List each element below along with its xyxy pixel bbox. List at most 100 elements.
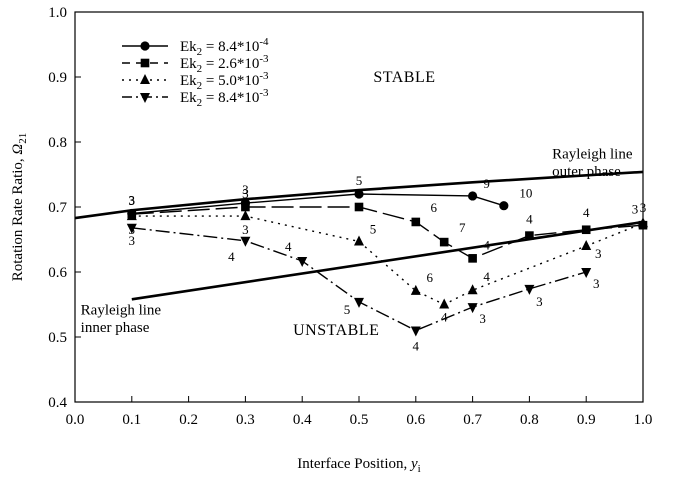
- series-1-label-6: 4: [526, 212, 533, 227]
- annotation-0: Rayleigh line: [552, 146, 633, 162]
- y-axis-title-text: Rotation Rate Ratio,: [10, 158, 26, 281]
- series-0-point-4: [499, 201, 509, 211]
- series-0-point-2: [354, 189, 364, 199]
- series-0-label-0: 3: [129, 193, 136, 208]
- series-2-label-3: 6: [427, 270, 434, 285]
- x-axis-symbol-sub: i: [418, 463, 421, 475]
- annotation-1: outer phase: [552, 164, 621, 180]
- y-tick-label-3: 0.7: [48, 200, 67, 216]
- series-1-label-1: 3: [242, 186, 249, 201]
- series-3-label-2: 4: [285, 239, 292, 254]
- series-line-3: [131, 227, 587, 332]
- series-0-label-1: 3: [242, 182, 249, 197]
- x-tick-label-9: 0.9: [577, 412, 596, 428]
- series-1-point-2: [354, 202, 364, 212]
- series-1-label-0: 3: [129, 193, 136, 208]
- series-2-point-3: [410, 284, 421, 295]
- series-3-point-4: [410, 326, 421, 337]
- series-3-label-0: 3: [129, 233, 136, 248]
- series-2-point-5: [467, 284, 478, 295]
- series-1-point-6: [525, 231, 534, 240]
- series-0-label-3: 9: [483, 176, 490, 191]
- y-axis-title: Rotation Rate Ratio, Ω21: [10, 133, 29, 282]
- legend-label-2: Ek2 = 5.0*10-3: [180, 70, 269, 92]
- x-tick-label-3: 0.3: [236, 412, 255, 428]
- series-3-label-7: 3: [593, 276, 600, 291]
- x-tick-label-10: 1.0: [634, 412, 653, 428]
- series-1-label-4: 7: [459, 220, 466, 235]
- annotations: Rayleigh line outer phase Rayleigh line inn…: [81, 146, 633, 336]
- series-3-label-1: 4: [228, 249, 235, 264]
- legend-label-0: Ek2 = 8.4*10-4: [180, 36, 269, 58]
- region-label-0: STABLE: [373, 69, 435, 86]
- legend-label-3: Ek2 = 8.4*10-3: [180, 87, 269, 109]
- series-1-point-7: [581, 225, 591, 235]
- series-3-point-0: [126, 223, 137, 234]
- x-axis-title-text: Interface Position,: [297, 456, 407, 472]
- y-axis-ticks: 0.4 0.5 0.6 0.7 0.8 0.9 1.0: [48, 5, 81, 411]
- x-tick-label-2: 0.2: [179, 412, 198, 428]
- series-2-label-7: 3: [632, 201, 639, 216]
- series-1-point-3: [411, 217, 421, 227]
- series-3-point-6: [524, 284, 535, 295]
- series-2-point-4: [439, 298, 450, 309]
- series-3-point-7: [581, 268, 592, 278]
- series-2-point-1: [240, 210, 251, 221]
- series-3-point-1: [240, 236, 251, 247]
- x-tick-label-0: 0.0: [66, 412, 85, 428]
- series-2-point-7: [638, 217, 648, 228]
- series-3-point-2: [297, 256, 308, 267]
- region-labels: STABLE UNSTABLE: [293, 69, 435, 339]
- y-tick-label-1: 0.5: [48, 330, 67, 346]
- x-tick-label-4: 0.4: [293, 412, 312, 428]
- series-3-label-3: 5: [344, 302, 351, 317]
- series-2-point-2: [354, 235, 364, 246]
- series-2-label-4: 4: [441, 310, 448, 325]
- y-tick-label-4: 0.8: [48, 135, 67, 151]
- x-tick-label-6: 0.6: [406, 412, 425, 428]
- series-1-label-7: 4: [583, 205, 590, 220]
- series-2-point-0: [126, 210, 137, 221]
- legend-marker-2: [140, 74, 150, 84]
- series-2-label-6: 3: [595, 246, 602, 261]
- x-axis-symbol: y: [409, 456, 418, 472]
- x-tick-label-1: 0.1: [122, 412, 141, 428]
- series-markers: [126, 189, 648, 337]
- legend-marker-0: [140, 41, 150, 51]
- y-axis-symbol-sub: 21: [17, 133, 29, 144]
- legend-label-1: Ek2 = 2.6*10-3: [180, 53, 269, 75]
- x-axis-ticks: 0.0 0.1 0.2 0.3 0.4 0.5 0.6 0.7 0.8 0.9 1.0: [66, 396, 653, 428]
- rayleigh-line-inner: [131, 220, 644, 301]
- series-1-label-2: 5: [356, 186, 363, 201]
- series-lines: [131, 193, 644, 332]
- y-tick-label-5: 0.9: [48, 70, 67, 86]
- series-3-label-4: 4: [413, 339, 420, 354]
- y-tick-label-6: 1.0: [48, 5, 67, 21]
- series-1-label-3: 6: [431, 200, 438, 215]
- series-0-point-3: [468, 191, 478, 201]
- x-tick-label-8: 0.8: [520, 412, 539, 428]
- series-2-label-1: 3: [242, 222, 249, 237]
- annotation-3: inner phase: [81, 320, 150, 336]
- series-0-label-4: 10: [519, 186, 532, 201]
- series-1-point-1: [241, 202, 250, 212]
- annotation-2: Rayleigh line: [81, 302, 162, 318]
- x-tick-label-7: 0.7: [463, 412, 482, 428]
- x-tick-label-5: 0.5: [350, 412, 369, 428]
- series-3-point-5: [467, 303, 478, 314]
- series-3-label-6: 3: [536, 294, 543, 309]
- y-axis-symbol: Ω: [10, 144, 26, 155]
- series-1-point-4: [439, 237, 449, 247]
- y-tick-label-0: 0.4: [48, 395, 67, 411]
- series-2-label-0: 3: [129, 222, 136, 237]
- series-0-label-2: 5: [356, 173, 363, 188]
- x-axis-title: Interface Position, yi: [297, 456, 420, 475]
- series-1-label-5: 4: [483, 237, 490, 252]
- series-1-label-8: 3: [640, 200, 647, 215]
- series-1-point-5: [468, 254, 477, 263]
- legend-marker-1: [140, 58, 150, 68]
- series-2-label-5: 4: [483, 269, 490, 284]
